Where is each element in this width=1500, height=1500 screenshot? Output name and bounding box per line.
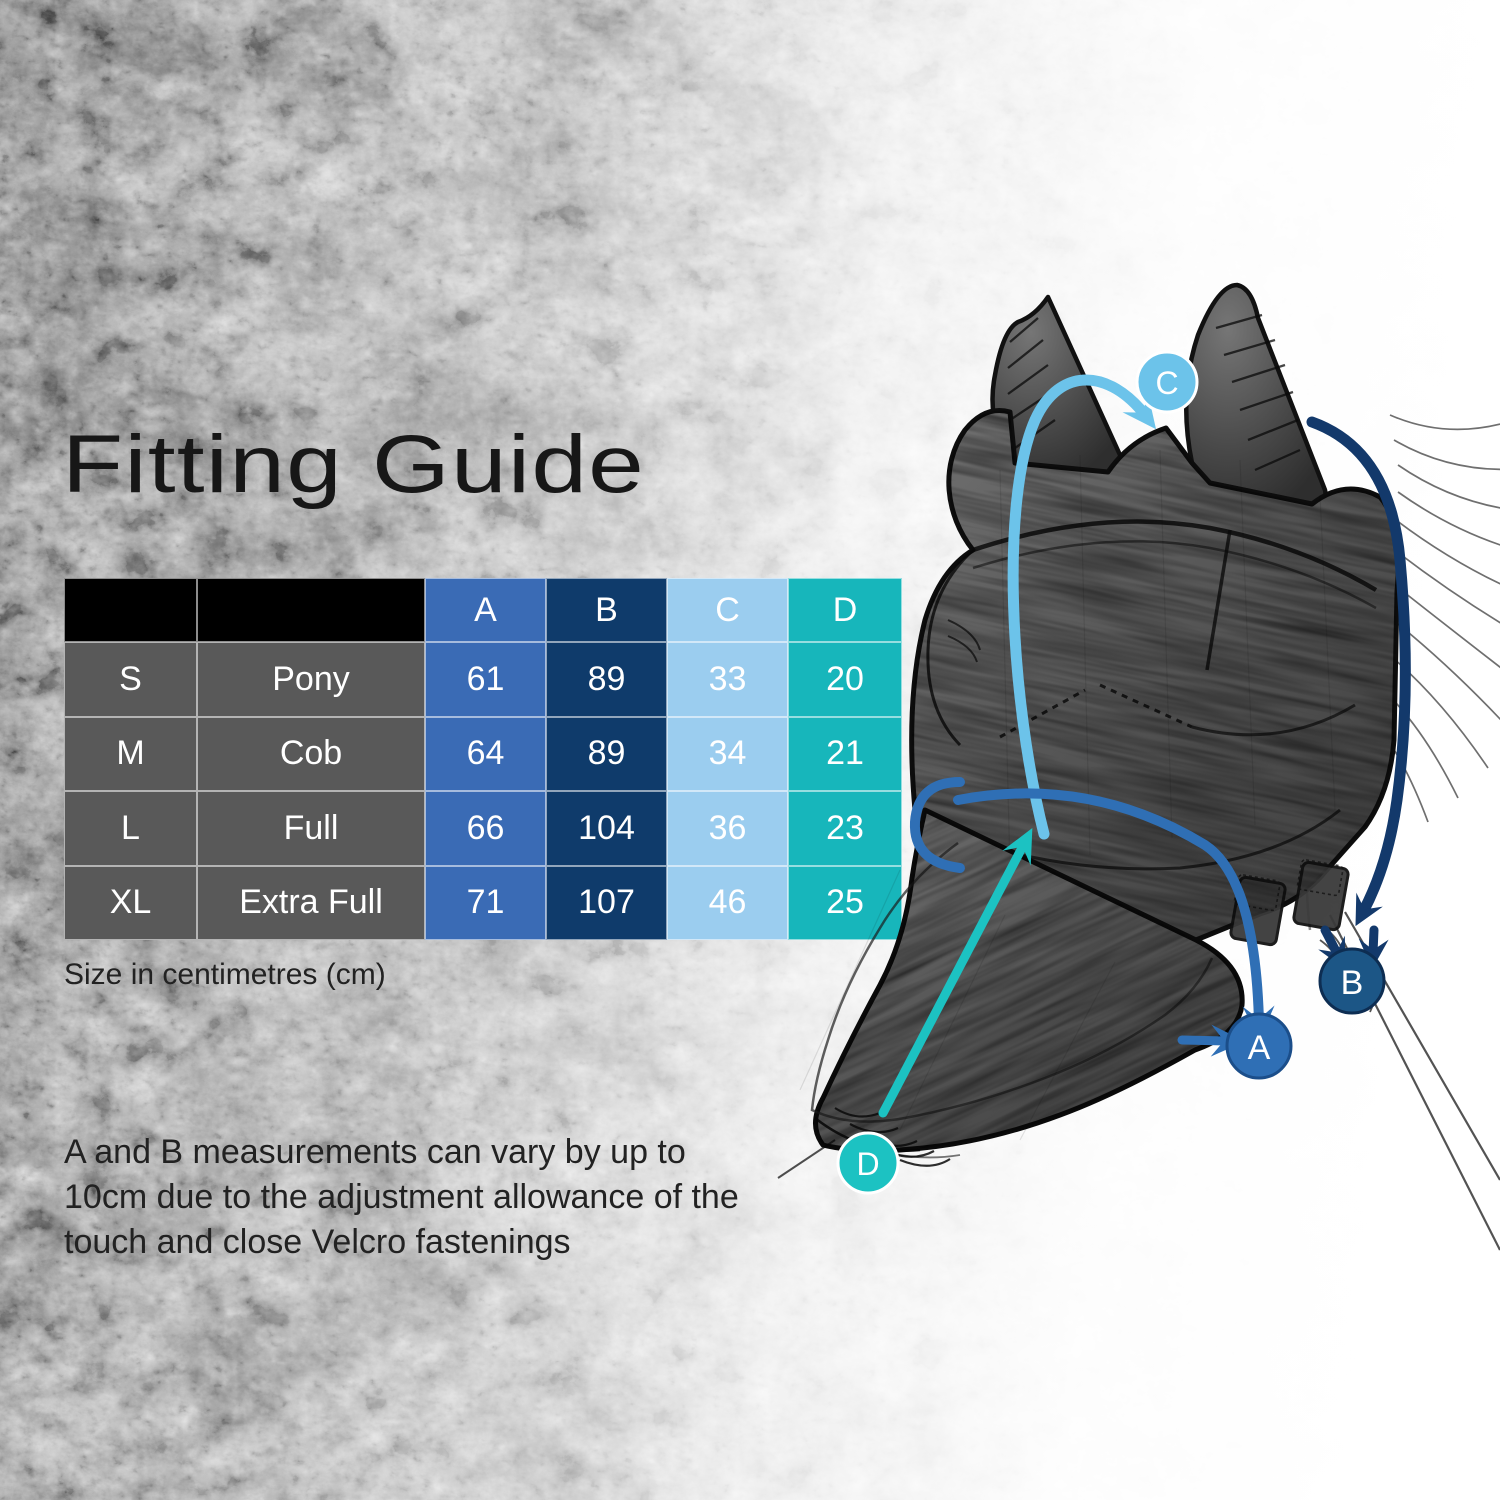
- svg-text:B: B: [1341, 964, 1364, 1002]
- svg-text:D: D: [856, 1146, 879, 1182]
- svg-text:C: C: [1155, 365, 1178, 401]
- svg-text:A: A: [1248, 1029, 1271, 1067]
